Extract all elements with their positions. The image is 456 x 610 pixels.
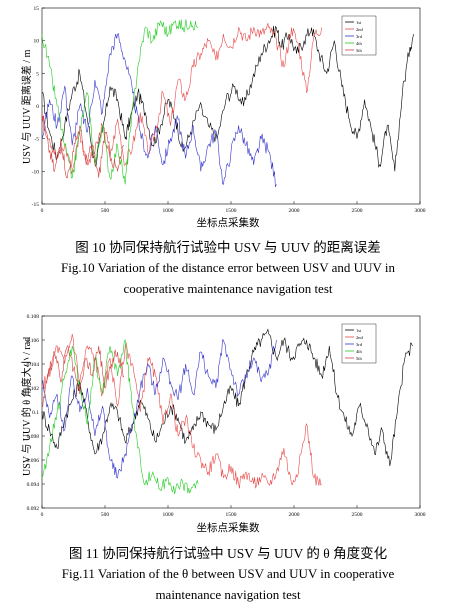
x-tick-label: 0	[41, 512, 44, 518]
y-tick-label: 0.094	[27, 482, 40, 488]
legend-label: 4th	[356, 41, 363, 46]
legend-label: 5th	[356, 48, 363, 53]
legend-label: 4th	[356, 349, 363, 354]
figure-caption-en-line1: Fig.10 Variation of the distance error b…	[61, 260, 395, 275]
legend-box	[341, 323, 377, 364]
x-axis-label: 坐标点采集数	[196, 218, 260, 229]
y-tick-label: 0.106	[27, 338, 40, 344]
distance-error-chart: 0 500 1000 1500 2000 2500 3000 -15 -10 -5 0 5 10 15 1s…	[32, 6, 426, 214]
x-tick-label: 0	[41, 208, 44, 214]
figure-caption-en-line1: Fig.11 Variation of the θ between USV an…	[61, 566, 395, 581]
x-tick-label: 1500	[226, 512, 237, 518]
y-tick-label: 0.102	[27, 386, 40, 392]
x-tick-label: 2000	[289, 208, 300, 214]
y-tick-label: 0	[36, 104, 39, 110]
legend-label: 1st	[356, 20, 362, 25]
x-tick-label: 2500	[352, 208, 363, 214]
x-tick-label: 2000	[289, 512, 300, 518]
x-tick-label: 500	[101, 512, 110, 518]
series-line-5th	[41, 112, 125, 179]
series-line-3rd	[41, 33, 277, 188]
y-tick-label: -10	[32, 169, 40, 175]
legend-label: 3rd	[356, 342, 363, 347]
y-tick-label: 10	[34, 39, 40, 45]
y-axis-label: USV 与 UUV 距离误差 / m	[22, 49, 33, 164]
x-tick-label: 1000	[163, 512, 174, 518]
legend-box	[341, 15, 377, 56]
y-tick-label: 0.096	[27, 458, 40, 464]
legend-label: 3rd	[356, 34, 363, 39]
theta-angle-chart: 0 500 1000 1500 2000 2500 3000 0.092 0.094 0.096 0…	[27, 314, 426, 518]
y-tick-label: 0.092	[27, 506, 40, 512]
figure-10: 0 500 1000 1500 2000 2500 3000 -15 -10 -5 0 5 10 15 1s…	[0, 0, 456, 300]
x-tick-label: 1500	[226, 208, 237, 214]
y-tick-label: -5	[34, 137, 39, 143]
y-axis-label: USV 与 UUV 的 θ 角度大小 / rad	[22, 336, 33, 476]
x-tick-label: 3000	[415, 208, 426, 214]
y-tick-label: 5	[36, 71, 39, 77]
series-line-1st	[41, 25, 414, 172]
figure-11: 0 500 1000 1500 2000 2500 3000 0.092 0.094 0.096 0…	[0, 306, 456, 610]
x-tick-label: 3000	[415, 512, 426, 518]
y-tick-label: 0.1	[32, 410, 39, 416]
x-axis-label: 坐标点采集数	[196, 523, 260, 534]
series-line-4th	[41, 19, 199, 185]
series-line-4th	[41, 339, 199, 495]
series-line-2nd	[41, 333, 322, 489]
y-tick-label: -15	[32, 202, 40, 208]
y-tick-label: 0.104	[27, 362, 40, 368]
series-line-5th	[41, 345, 125, 407]
figure-caption-en-line2: maintenance navigation test	[155, 587, 301, 602]
y-tick-label: 0.108	[27, 314, 40, 320]
figure-caption-cn: 图 11 协同保持航行试验中 USV 与 UUV 的 θ 角度变化	[68, 546, 388, 561]
legend-label: 2nd	[356, 335, 364, 340]
y-tick-label: 0.098	[27, 434, 40, 440]
y-tick-label: 15	[34, 6, 40, 12]
x-tick-label: 1000	[163, 208, 174, 214]
figure-caption-en-line2: cooperative maintenance navigation test	[123, 281, 333, 296]
figure-caption-cn: 图 10 协同保持航行试验中 USV 与 UUV 的距离误差	[75, 240, 381, 255]
legend-label: 5th	[356, 356, 363, 361]
series-line-1st	[41, 328, 413, 467]
series-line-3rd	[41, 339, 277, 479]
x-tick-label: 2500	[352, 512, 363, 518]
legend-label: 1st	[356, 328, 362, 333]
series-line-2nd	[41, 22, 322, 175]
x-tick-label: 500	[101, 208, 110, 214]
legend-label: 2nd	[356, 27, 364, 32]
